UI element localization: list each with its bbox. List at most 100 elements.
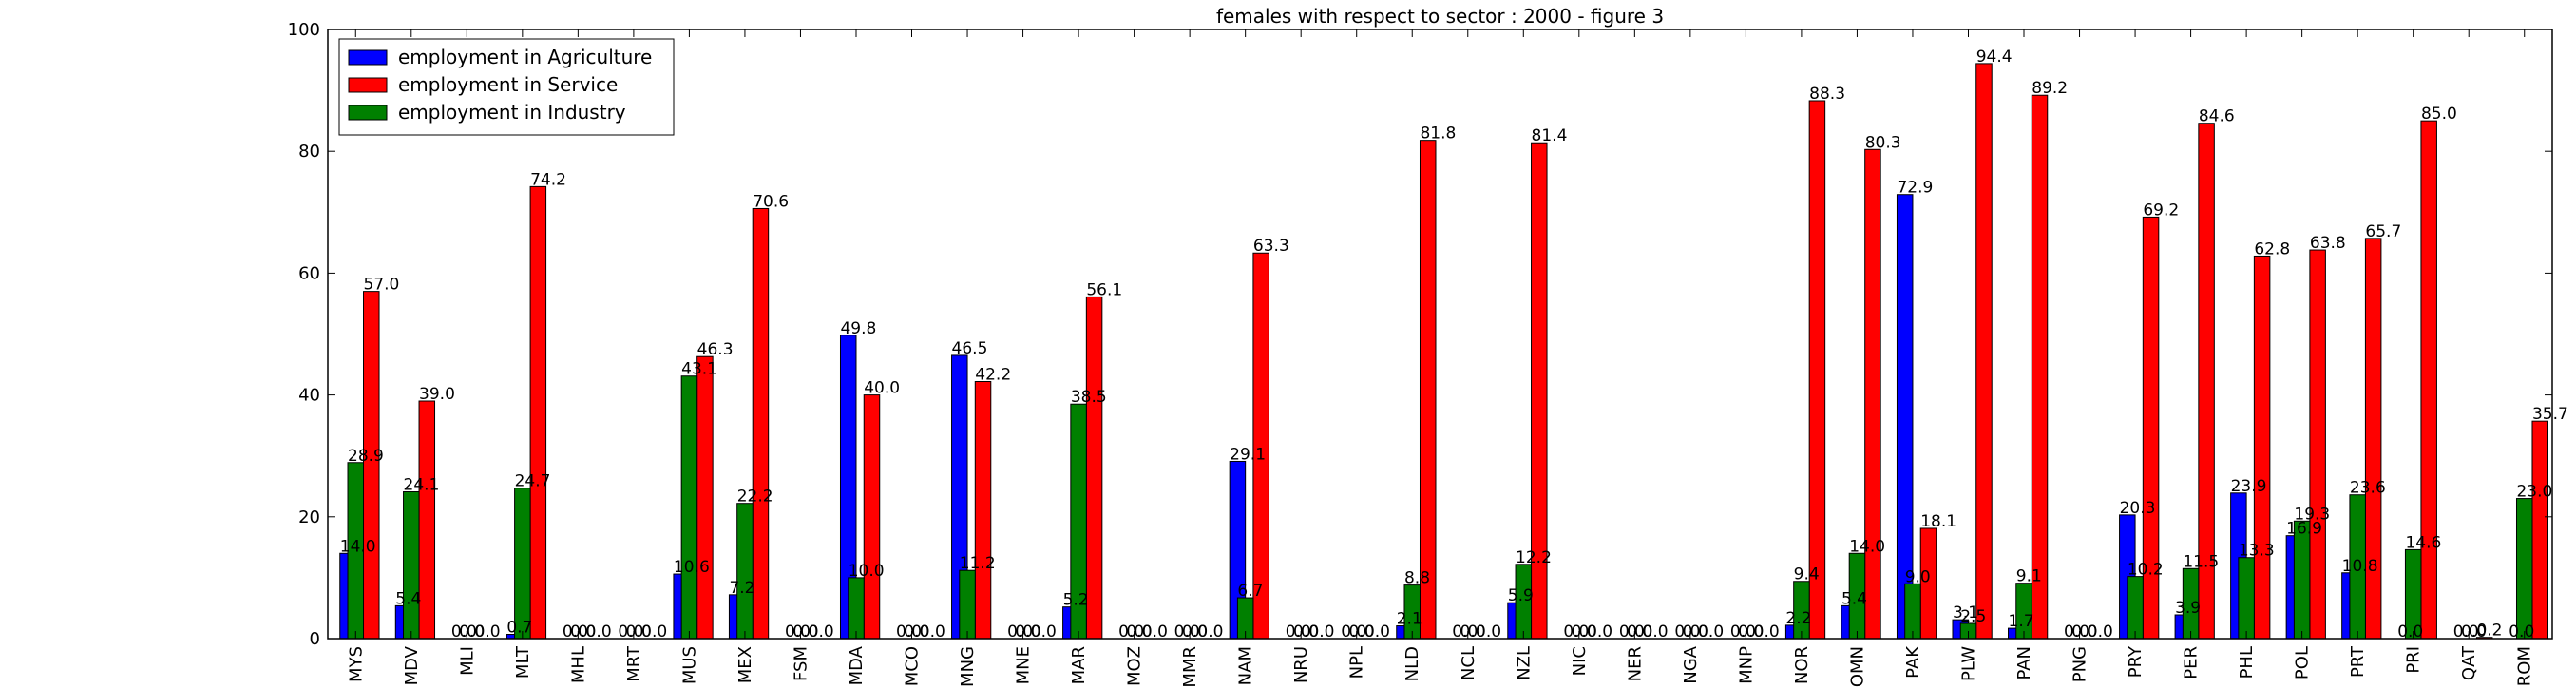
data-label: 0.0 [2453, 622, 2479, 641]
data-label: 0.0 [2509, 622, 2534, 641]
data-label: 0.0 [586, 622, 612, 641]
data-label: 0.0 [904, 622, 929, 641]
data-label: 23.0 [2516, 483, 2552, 502]
x-tick-label-png: PNG [2070, 646, 2090, 682]
data-label: 0.0 [920, 622, 945, 641]
data-label: 0.0 [1015, 622, 1040, 641]
data-label: 14.0 [1849, 537, 1885, 556]
data-label: 0.0 [792, 622, 818, 641]
x-tick-label-qat: QAT [2459, 645, 2479, 680]
data-label: 5.2 [1063, 591, 1089, 610]
data-label: 65.7 [2365, 222, 2401, 241]
data-label: 0.0 [1197, 622, 1223, 641]
x-tick-label-mco: MCO [903, 646, 923, 686]
data-label: 46.5 [952, 339, 988, 358]
bar-mar-employment-in-service [1085, 296, 1103, 640]
data-label: 94.4 [1976, 48, 2013, 67]
x-tick-label-ner: NER [1625, 646, 1645, 681]
data-label: 57.0 [364, 276, 400, 295]
x-tick-label-rom: ROM [2515, 646, 2535, 686]
data-label: 63.3 [1253, 237, 1289, 256]
y-tick-label: 80 [298, 142, 320, 162]
bar-mex-employment-in-service [752, 207, 770, 640]
data-label: 18.1 [1920, 512, 1956, 531]
data-label: 0.0 [570, 622, 596, 641]
x-tick-label-plw: PLW [1958, 646, 1978, 681]
bars-layer [339, 63, 2548, 640]
legend-swatch [348, 105, 388, 121]
plot-frame [327, 29, 2553, 640]
x-tick-label-phl: PHL [2237, 646, 2257, 679]
data-label: 0.0 [1738, 622, 1764, 641]
data-label: 0.0 [1452, 622, 1478, 641]
data-label: 0.0 [626, 622, 652, 641]
chart-title: females with respect to sector : 2000 - … [1216, 5, 1664, 28]
data-label: 81.4 [1532, 126, 1568, 145]
data-label: 10.2 [2128, 561, 2164, 580]
x-tick-label-mar: MAR [1069, 646, 1089, 684]
x-tick-label-mrt: MRT [624, 645, 644, 682]
x-tick-label-nam: NAM [1236, 646, 1256, 685]
data-label: 3.9 [2175, 599, 2201, 618]
data-label: 9.1 [2016, 567, 2042, 586]
data-label: 84.6 [2199, 107, 2235, 126]
data-label: 0.0 [563, 622, 588, 641]
data-label: 20.3 [2120, 499, 2156, 518]
data-label: 5.4 [1841, 589, 1867, 608]
x-axis: MYS MDV MLI MLT MHL MRT MUS MEX FSM MDA MCO MNG MNE M… [346, 29, 2535, 688]
data-label: 0.0 [641, 622, 667, 641]
bar-pol-employment-in-service [2309, 249, 2326, 640]
x-tick-label-mmr: MMR [1180, 646, 1200, 688]
data-label: 0.0 [1348, 622, 1374, 641]
x-tick-label-per: PER [2182, 646, 2202, 679]
bar-omn-employment-in-service [1864, 148, 1881, 640]
x-tick-label-mli: MLI [457, 646, 477, 676]
data-label: 0.0 [1286, 622, 1311, 641]
bar-pry-employment-in-industry [2127, 576, 2144, 640]
data-label: 39.0 [419, 385, 455, 404]
x-tick-label-nic: NIC [1570, 646, 1590, 676]
legend-box [338, 38, 675, 136]
data-label: 72.9 [1897, 179, 1933, 198]
data-label: 0.0 [1182, 622, 1208, 641]
bar-pan-employment-in-service [2031, 94, 2049, 640]
data-label: 23.6 [2350, 479, 2386, 498]
data-label: 46.3 [697, 340, 734, 359]
data-label: 0.0 [1007, 622, 1033, 641]
data-label: 81.8 [1420, 124, 1456, 144]
data-label: 63.8 [2310, 234, 2346, 253]
data-label: 0.0 [1563, 622, 1589, 641]
x-tick-label-fsm: FSM [791, 646, 811, 681]
x-tick-label-mlt: MLT [513, 645, 533, 679]
bar-plw-employment-in-service [1975, 63, 1993, 640]
data-label: 0.0 [1674, 622, 1700, 641]
data-label: 89.2 [2032, 79, 2068, 98]
data-label: 29.1 [1230, 445, 1266, 464]
bar-rom-employment-in-service [2531, 420, 2548, 640]
bar-mdv-employment-in-industry [403, 491, 420, 640]
bar-rom-employment-in-industry [2515, 498, 2533, 640]
data-label: 0.0 [1698, 622, 1724, 641]
legend-entry: employment in Service [398, 73, 618, 96]
bar-mdv-employment-in-service [418, 400, 436, 640]
x-tick-label-nor: NOR [1792, 646, 1812, 684]
bar-nld-employment-in-service [1419, 140, 1437, 640]
data-label: 0.0 [1730, 622, 1756, 641]
bar-mlt-employment-in-industry [514, 488, 531, 640]
data-label: 56.1 [1086, 280, 1122, 299]
data-label: 14.0 [340, 537, 376, 556]
data-label: 10.6 [674, 558, 710, 577]
data-label: 3.1 [1953, 603, 1978, 622]
data-label: 0.0 [1643, 622, 1669, 641]
data-label: 5.4 [395, 589, 421, 608]
data-label: 69.2 [2143, 201, 2179, 220]
x-tick-label-mng: MNG [958, 646, 978, 687]
data-label: 0.0 [2397, 622, 2423, 641]
data-label: 49.8 [840, 319, 876, 338]
data-label: 22.2 [737, 488, 773, 507]
x-tick-label-mex: MEX [735, 646, 755, 683]
x-tick-label-mnp: MNP [1736, 646, 1756, 684]
y-tick-label: 100 [288, 20, 320, 40]
data-label: 85.0 [2421, 105, 2457, 124]
